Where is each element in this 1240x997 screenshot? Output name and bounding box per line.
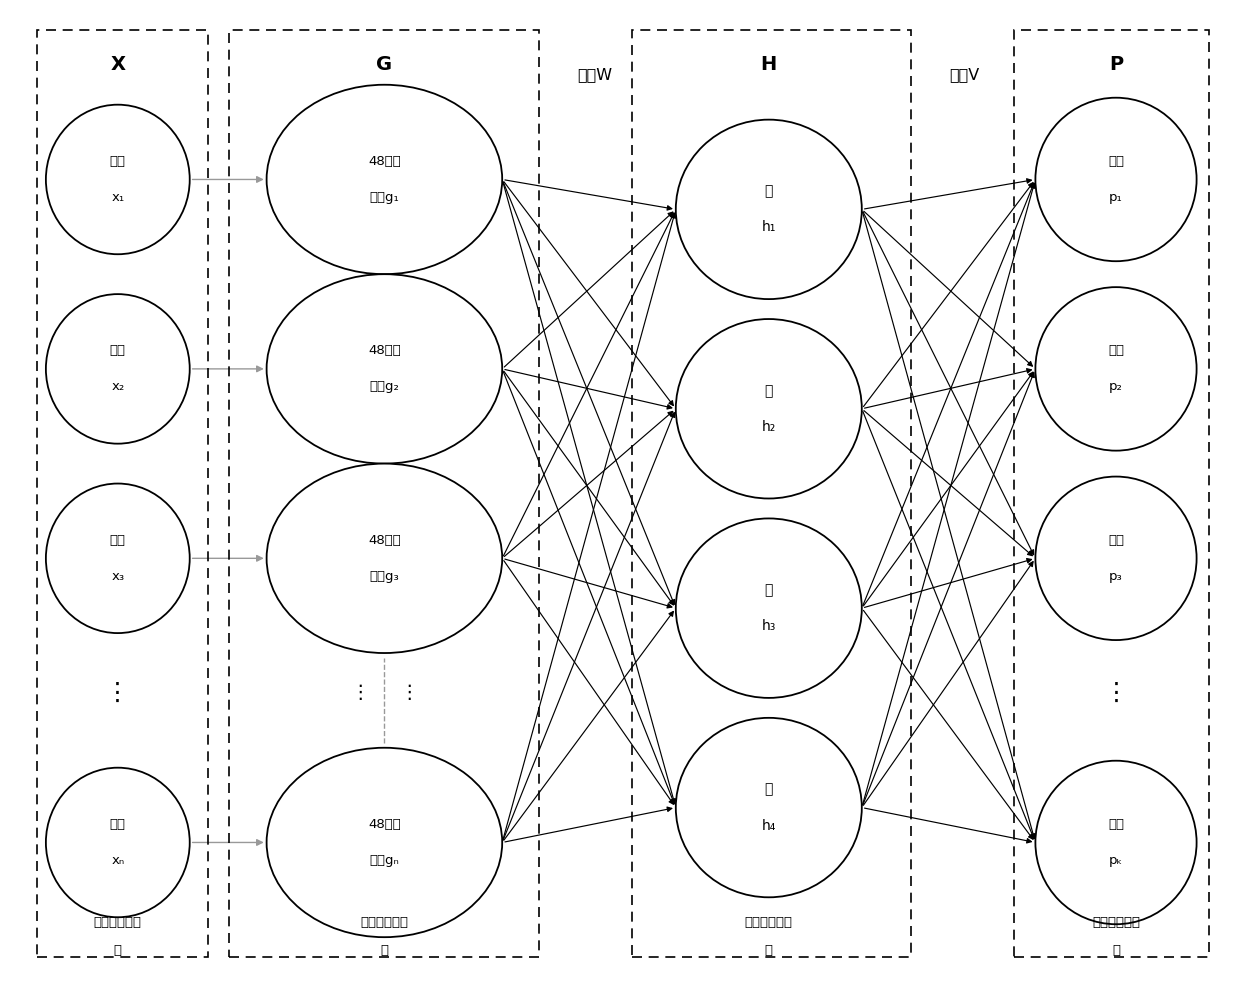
Text: 块: 块 — [114, 943, 122, 957]
Bar — [37, 30, 208, 957]
Text: 症状: 症状 — [110, 344, 125, 358]
Text: ⋮: ⋮ — [105, 681, 130, 705]
Ellipse shape — [267, 85, 502, 274]
Bar — [632, 30, 911, 957]
Text: h₂: h₂ — [761, 420, 776, 434]
Text: 性: 性 — [765, 583, 773, 597]
Text: x₁: x₁ — [112, 190, 124, 204]
Text: 证型: 证型 — [1109, 533, 1123, 547]
Text: 48位归: 48位归 — [368, 818, 401, 831]
Text: 权値V: 权値V — [950, 67, 980, 83]
Text: 块: 块 — [381, 943, 388, 957]
Text: ⋮: ⋮ — [350, 683, 370, 703]
Ellipse shape — [1035, 477, 1197, 640]
Text: X: X — [110, 55, 125, 75]
Ellipse shape — [676, 120, 862, 299]
Ellipse shape — [1035, 98, 1197, 261]
Bar — [229, 30, 539, 957]
Ellipse shape — [46, 294, 190, 444]
Text: h₁: h₁ — [761, 220, 776, 234]
Text: 块: 块 — [765, 943, 773, 957]
Ellipse shape — [676, 718, 862, 897]
Text: 经码g₁: 经码g₁ — [370, 190, 399, 204]
Text: 块: 块 — [1112, 943, 1120, 957]
Ellipse shape — [1035, 761, 1197, 924]
Ellipse shape — [676, 319, 862, 498]
Text: G: G — [376, 55, 393, 75]
Text: p₃: p₃ — [1109, 569, 1123, 583]
Text: 症状输入层模: 症状输入层模 — [94, 915, 141, 929]
Ellipse shape — [46, 105, 190, 254]
Text: 48位归: 48位归 — [368, 533, 401, 547]
Text: 证型输出层模: 证型输出层模 — [1092, 915, 1140, 929]
Text: h₄: h₄ — [761, 819, 776, 832]
Text: x₃: x₃ — [112, 569, 124, 583]
Text: 症状: 症状 — [110, 818, 125, 831]
Text: ⋮: ⋮ — [1104, 681, 1128, 705]
Text: x₂: x₂ — [112, 380, 124, 394]
Text: 势: 势 — [765, 783, 773, 797]
Text: 症状: 症状 — [110, 155, 125, 168]
Text: p₁: p₁ — [1109, 190, 1123, 204]
Text: 第二隐藏层模: 第二隐藏层模 — [745, 915, 792, 929]
Text: 因: 因 — [765, 184, 773, 198]
Text: ⋮: ⋮ — [399, 683, 419, 703]
Bar — [1014, 30, 1209, 957]
Text: pₖ: pₖ — [1109, 853, 1123, 867]
Text: 权値W: 权値W — [578, 67, 613, 83]
Text: 证型: 证型 — [1109, 818, 1123, 831]
Text: 位: 位 — [765, 384, 773, 398]
Text: P: P — [1109, 55, 1123, 75]
Text: p₂: p₂ — [1109, 380, 1123, 394]
Text: H: H — [760, 55, 777, 75]
Ellipse shape — [676, 518, 862, 698]
Ellipse shape — [267, 274, 502, 464]
Ellipse shape — [267, 464, 502, 653]
Text: xₙ: xₙ — [112, 853, 124, 867]
Ellipse shape — [1035, 287, 1197, 451]
Text: 证型: 证型 — [1109, 344, 1123, 358]
Ellipse shape — [267, 748, 502, 937]
Text: 经码gₙ: 经码gₙ — [370, 853, 399, 867]
Text: 证型: 证型 — [1109, 155, 1123, 168]
Text: 经码g₂: 经码g₂ — [370, 380, 399, 394]
Text: 48位归: 48位归 — [368, 344, 401, 358]
Text: 第一隐藏层模: 第一隐藏层模 — [361, 915, 408, 929]
Text: 48位归: 48位归 — [368, 155, 401, 168]
Text: h₃: h₃ — [761, 619, 776, 633]
Text: 经码g₃: 经码g₃ — [370, 569, 399, 583]
Ellipse shape — [46, 768, 190, 917]
Text: 症状: 症状 — [110, 533, 125, 547]
Ellipse shape — [46, 484, 190, 633]
